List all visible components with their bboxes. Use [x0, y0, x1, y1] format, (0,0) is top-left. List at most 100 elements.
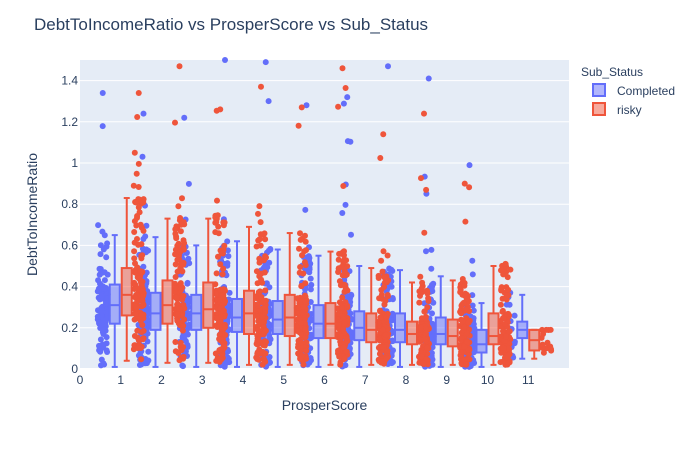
box-completed-9: [434, 275, 447, 368]
data-point: [425, 298, 432, 304]
data-point: [255, 289, 262, 296]
data-point: [299, 309, 306, 316]
data-point: [177, 339, 184, 346]
box-iqr: [446, 318, 459, 348]
data-point: [135, 204, 142, 211]
data-point: [458, 310, 465, 317]
data-point: [294, 328, 301, 335]
data-point: [344, 302, 351, 309]
data-point: [177, 248, 184, 255]
data-point: [338, 263, 345, 270]
box-iqr: [190, 293, 203, 331]
data-point: [429, 310, 435, 317]
data-point: [511, 340, 518, 347]
data-point: [502, 321, 508, 327]
data-point: [172, 226, 179, 233]
data-point: [303, 247, 309, 254]
data-point: [96, 319, 103, 326]
box-completed-4: [231, 240, 243, 368]
data-point: [138, 356, 145, 363]
y-axis-title: DebtToIncomeRatio: [24, 153, 40, 276]
data-point: [540, 349, 547, 356]
data-point: [457, 289, 464, 296]
data-point: [224, 247, 231, 254]
data-point: [133, 199, 140, 206]
box-risky-6: [324, 250, 337, 366]
legend-item-risky[interactable]: risky: [592, 102, 642, 117]
box-risky-7: [365, 267, 378, 366]
data-point: [506, 301, 513, 308]
data-point: [428, 246, 435, 253]
data-point: [217, 261, 224, 268]
box-iqr: [353, 310, 366, 342]
data-point: [421, 229, 428, 236]
data-point: [262, 287, 269, 294]
data-point: [176, 357, 183, 364]
box-iqr: [149, 291, 162, 331]
data-point: [539, 341, 546, 348]
data-point: [299, 252, 305, 259]
data-point: [255, 318, 262, 325]
data-point: [98, 308, 105, 315]
data-point: [138, 361, 145, 368]
data-point: [422, 315, 429, 322]
max-point: [421, 110, 427, 117]
data-point: [173, 294, 180, 301]
data-point: [175, 311, 181, 317]
data-point: [99, 123, 106, 130]
data-point: [375, 275, 382, 281]
data-point: [265, 98, 272, 105]
data-point: [500, 344, 507, 351]
data-point: [503, 292, 510, 299]
data-point: [384, 347, 391, 354]
legend-swatch: [592, 102, 606, 116]
data-point: [104, 271, 111, 278]
data-point: [461, 324, 468, 331]
data-point: [262, 263, 269, 270]
data-point: [219, 292, 226, 299]
legend-item-completed[interactable]: Completed: [592, 83, 675, 98]
max-point: [339, 65, 346, 72]
data-point: [216, 336, 223, 342]
data-point: [184, 296, 191, 303]
data-point: [135, 241, 142, 248]
data-point: [298, 339, 304, 346]
data-point: [376, 337, 383, 344]
data-point: [341, 248, 347, 255]
x-tick-label: 2: [158, 373, 165, 387]
data-point: [340, 183, 347, 189]
data-point: [212, 229, 219, 236]
data-point: [137, 221, 144, 228]
data-point: [172, 274, 179, 280]
data-point: [256, 203, 263, 210]
data-point: [499, 308, 506, 315]
data-point: [459, 318, 466, 325]
data-point: [428, 265, 435, 272]
data-point: [99, 341, 106, 348]
box-completed-7: [353, 265, 366, 368]
data-point: [222, 298, 228, 305]
data-point: [133, 170, 140, 177]
y-tick-label: 1.4: [61, 74, 78, 88]
data-point: [382, 332, 389, 338]
data-point: [254, 302, 261, 309]
data-point: [140, 327, 147, 334]
data-point: [261, 230, 268, 237]
y-tick-label: 0.8: [61, 197, 78, 211]
data-point: [133, 222, 140, 229]
data-point: [221, 324, 227, 331]
data-point: [418, 324, 425, 331]
data-point: [226, 302, 233, 309]
data-point: [342, 201, 349, 208]
box-iqr: [161, 279, 174, 325]
data-point: [383, 313, 390, 320]
data-point: [181, 240, 188, 247]
data-point: [174, 317, 181, 324]
max-point: [380, 131, 387, 138]
data-point: [378, 257, 385, 264]
data-point: [511, 312, 518, 319]
data-point: [179, 327, 186, 334]
data-point: [101, 232, 108, 239]
box-completed-3: [190, 244, 203, 368]
data-point: [423, 186, 430, 193]
